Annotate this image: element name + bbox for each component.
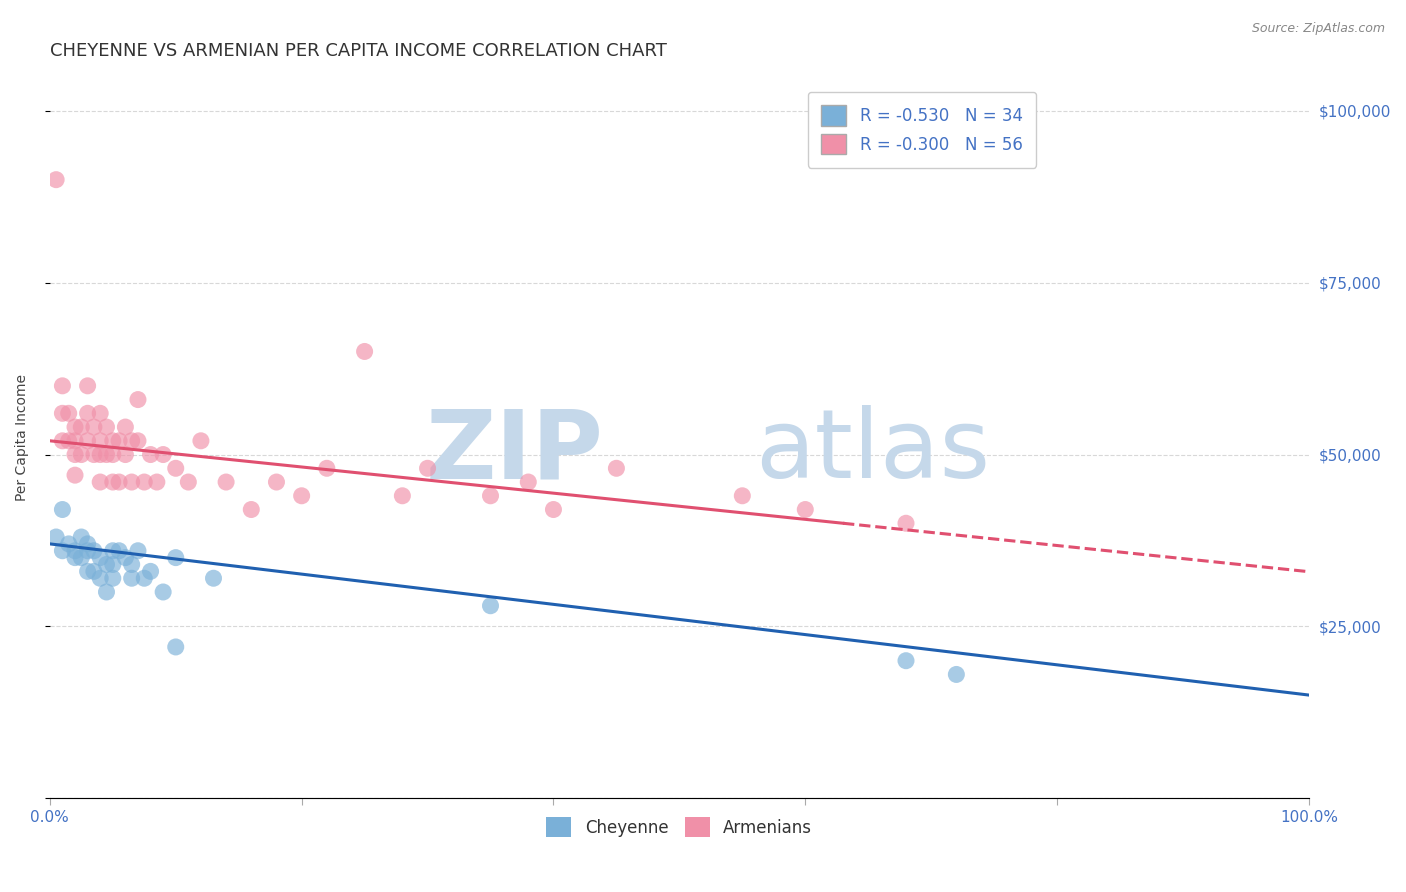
Point [70, 530, 93, 544]
Point [894, 516, 917, 531]
Point [165, 461, 187, 475]
Point [731, 489, 754, 503]
Point [894, 654, 917, 668]
Point [165, 640, 187, 654]
Point [139, 565, 162, 579]
Point [70, 448, 93, 462]
Point [76, 543, 98, 558]
Point [63, 434, 86, 448]
Point [266, 475, 288, 489]
Point [127, 434, 149, 448]
Text: ZIP: ZIP [426, 405, 603, 499]
Point [63, 543, 86, 558]
Point [479, 489, 502, 503]
Point [89, 550, 111, 565]
Point [101, 571, 124, 585]
Point [108, 475, 131, 489]
Point [101, 448, 124, 462]
Point [63, 448, 86, 462]
Point [794, 502, 817, 516]
Point [70, 420, 93, 434]
Point [945, 667, 967, 681]
Point [45, 172, 67, 186]
Point [51, 502, 73, 516]
Point [89, 571, 111, 585]
Point [416, 461, 439, 475]
Point [121, 434, 143, 448]
Point [101, 543, 124, 558]
Point [114, 550, 136, 565]
Point [83, 420, 105, 434]
Point [63, 468, 86, 483]
Point [543, 502, 565, 516]
Point [108, 543, 131, 558]
Point [76, 406, 98, 420]
Point [101, 558, 124, 572]
Point [76, 434, 98, 448]
Point [63, 550, 86, 565]
Point [51, 379, 73, 393]
Point [96, 448, 118, 462]
Y-axis label: Per Capita Income: Per Capita Income [15, 374, 30, 501]
Point [152, 585, 174, 599]
Point [76, 565, 98, 579]
Point [45, 530, 67, 544]
Point [353, 344, 375, 359]
Point [76, 537, 98, 551]
Point [152, 448, 174, 462]
Point [315, 461, 337, 475]
Point [177, 475, 200, 489]
Point [76, 379, 98, 393]
Point [101, 434, 124, 448]
Point [58, 537, 80, 551]
Text: Source: ZipAtlas.com: Source: ZipAtlas.com [1251, 22, 1385, 36]
Point [134, 571, 156, 585]
Point [114, 420, 136, 434]
Point [89, 448, 111, 462]
Point [63, 420, 86, 434]
Point [96, 558, 118, 572]
Point [89, 475, 111, 489]
Point [58, 406, 80, 420]
Text: CHEYENNE VS ARMENIAN PER CAPITA INCOME CORRELATION CHART: CHEYENNE VS ARMENIAN PER CAPITA INCOME C… [49, 42, 666, 60]
Point [83, 565, 105, 579]
Point [51, 434, 73, 448]
Point [291, 489, 314, 503]
Point [190, 434, 212, 448]
Point [240, 502, 263, 516]
Point [101, 475, 124, 489]
Point [51, 406, 73, 420]
Point [83, 543, 105, 558]
Point [517, 475, 540, 489]
Point [121, 571, 143, 585]
Point [96, 420, 118, 434]
Point [58, 434, 80, 448]
Point [121, 475, 143, 489]
Point [391, 489, 413, 503]
Point [139, 448, 162, 462]
Point [127, 392, 149, 407]
Point [215, 475, 238, 489]
Point [51, 543, 73, 558]
Point [121, 558, 143, 572]
Point [96, 585, 118, 599]
Point [70, 550, 93, 565]
Point [89, 434, 111, 448]
Point [134, 475, 156, 489]
Point [127, 543, 149, 558]
Point [114, 448, 136, 462]
Point [605, 461, 627, 475]
Point [479, 599, 502, 613]
Point [202, 571, 225, 585]
Point [108, 434, 131, 448]
Point [146, 475, 169, 489]
Point [89, 406, 111, 420]
Text: atlas: atlas [755, 405, 990, 499]
Point [165, 550, 187, 565]
Legend: Cheyenne, Armenians: Cheyenne, Armenians [540, 810, 820, 844]
Point [83, 448, 105, 462]
